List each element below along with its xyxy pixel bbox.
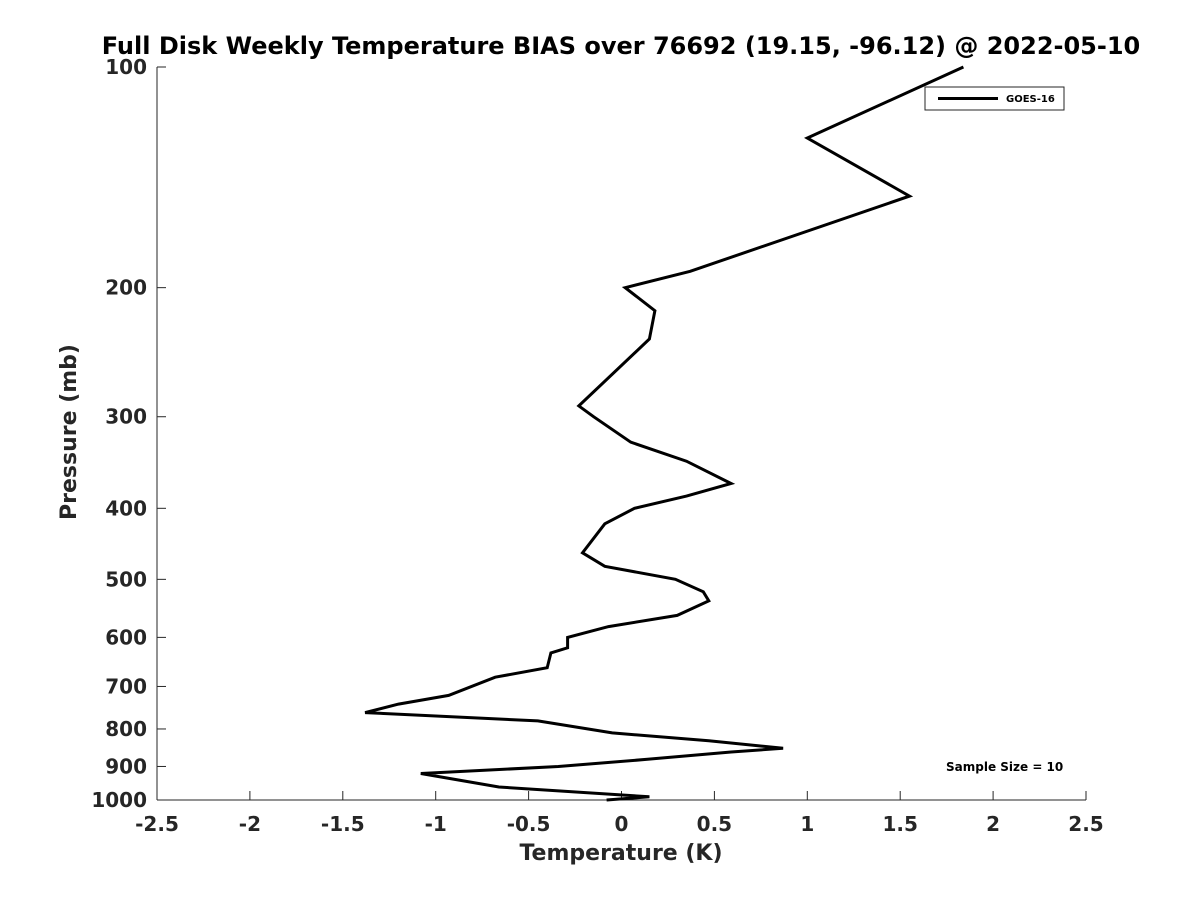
y-tick-label: 200 bbox=[105, 276, 147, 300]
y-tick-label: 1000 bbox=[91, 788, 147, 812]
x-tick-label: -1 bbox=[425, 812, 447, 836]
y-tick-label: 300 bbox=[105, 405, 147, 429]
chart-title: Full Disk Weekly Temperature BIAS over 7… bbox=[102, 32, 1141, 60]
y-axis-label: Pressure (mb) bbox=[57, 344, 82, 520]
x-tick-label: -2 bbox=[239, 812, 261, 836]
x-tick-label: -1.5 bbox=[321, 812, 365, 836]
y-tick-label: 600 bbox=[105, 625, 147, 649]
y-tick-label: 500 bbox=[105, 567, 147, 591]
y-tick-label: 900 bbox=[105, 754, 147, 778]
sample-size-annotation: Sample Size = 10 bbox=[946, 760, 1063, 774]
y-tick-label: 100 bbox=[105, 55, 147, 79]
x-tick-label: 1.5 bbox=[882, 812, 917, 836]
x-tick-group: -2.5 -2 -1.5 -1 -0.5 0 0.5 1 1.5 2 2.5 bbox=[135, 791, 1104, 836]
y-tick-label: 400 bbox=[105, 496, 147, 520]
x-axis-label: Temperature (K) bbox=[519, 841, 722, 866]
y-tick-group: 100 200 300 400 500 600 700 800 900 1000 bbox=[91, 55, 166, 812]
x-tick-label: -2.5 bbox=[135, 812, 179, 836]
legend-label: GOES-16 bbox=[1006, 94, 1055, 105]
x-tick-label: 2.5 bbox=[1068, 812, 1103, 836]
legend: GOES-16 bbox=[924, 86, 1065, 111]
x-tick-label: 2 bbox=[986, 812, 1000, 836]
y-tick-label: 700 bbox=[105, 674, 147, 698]
series-layer bbox=[364, 65, 965, 802]
y-tick-label: 800 bbox=[105, 717, 147, 741]
x-tick-label: 1 bbox=[800, 812, 814, 836]
series-line-goes-16 bbox=[364, 65, 965, 802]
x-tick-label: 0.5 bbox=[697, 812, 732, 836]
x-tick-label: 0 bbox=[615, 812, 629, 836]
axes bbox=[156, 67, 1086, 801]
x-tick-label: -0.5 bbox=[507, 812, 551, 836]
